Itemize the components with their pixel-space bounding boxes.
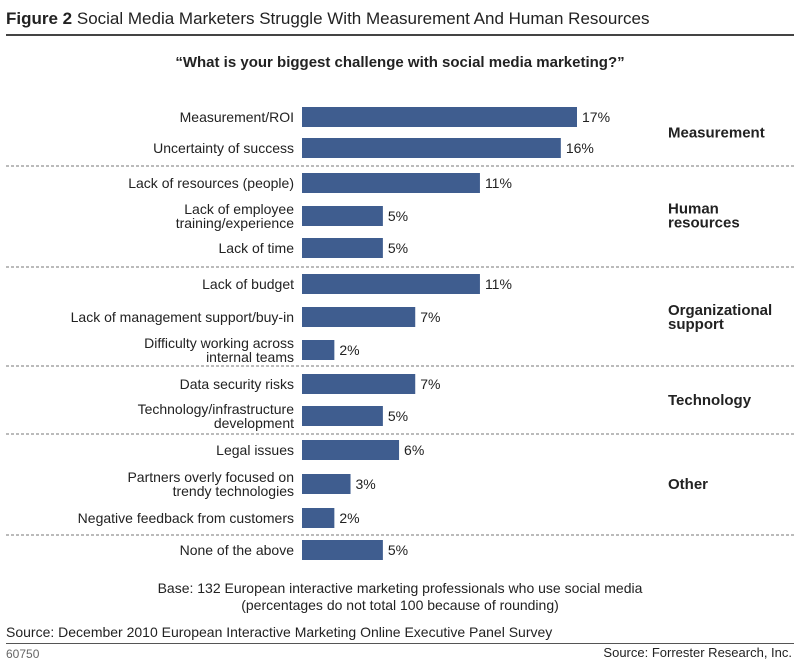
category-label-6: Lack of budget [202,276,294,292]
category-label-14: None of the above [180,542,295,558]
group-label-2: Human resources [668,201,740,232]
chart-title: “What is your biggest challenge with soc… [175,54,625,71]
base-note: Base: 132 European interactive marketing… [0,580,800,614]
bar-chart: Measurement/ROI 17% Uncertainty of success… [6,107,794,560]
bar-3 [302,173,480,193]
value-label-12: 3% [356,476,376,492]
value-label-2: 16% [566,140,594,156]
group-label-1: Measurement [668,125,765,142]
category-label-13: Negative feedback from customers [78,510,294,526]
category-label-4: Lack of employee training/experience [176,201,295,231]
value-label-10: 5% [388,408,408,424]
bar-6 [302,274,480,294]
group-label-5: Other [668,476,708,493]
bar-1 [302,107,577,127]
category-label-11: Legal issues [216,442,294,458]
category-label-8: Difficulty working across internal teams [144,335,294,365]
figure-label: Figure 2 [6,9,73,28]
bar-5 [302,238,383,258]
category-label-5: Lack of time [219,240,295,256]
category-label-9: Data security risks [180,376,294,392]
bar-11 [302,440,400,460]
base-note-line-1: Base: 132 European interactive marketing… [157,580,643,596]
bar-4 [302,206,383,226]
figure-title: Social Media Marketers Struggle With Mea… [76,9,650,28]
category-label-3: Lack of resources (people) [128,175,294,191]
footer-source: Source: Forrester Research, Inc. [603,645,792,660]
survey-source: Source: December 2010 European Interacti… [6,621,794,644]
bar-14 [302,540,383,560]
value-label-4: 5% [388,208,408,224]
bar-12 [302,474,351,494]
bar-10 [302,406,383,426]
bar-2 [302,138,561,158]
value-label-11: 6% [404,442,424,458]
value-label-8: 2% [339,342,359,358]
figure-header: Figure 2 Social Media Marketers Struggle… [6,4,794,36]
value-label-1: 17% [582,109,610,125]
category-label-10: Technology/infrastructure development [138,401,295,431]
value-label-6: 11% [485,276,512,292]
value-label-13: 2% [339,510,359,526]
group-label-3: Organizational support [668,302,772,333]
bar-8 [302,340,335,360]
figure-id: 60750 [6,647,40,661]
category-label-2: Uncertainty of success [153,140,294,156]
base-note-line-2: (percentages do not total 100 because of… [241,597,559,613]
bar-9 [302,374,416,394]
value-label-5: 5% [388,240,408,256]
category-label-1: Measurement/ROI [180,109,294,125]
bar-13 [302,508,335,528]
value-label-14: 5% [388,542,408,558]
value-label-9: 7% [420,376,440,392]
value-label-7: 7% [420,309,440,325]
group-label-4: Technology [668,392,752,409]
category-label-12: Partners overly focused on trendy technol… [127,469,294,499]
value-label-3: 11% [485,175,512,191]
category-label-7: Lack of management support/buy-in [71,309,294,325]
bar-7 [302,307,416,327]
